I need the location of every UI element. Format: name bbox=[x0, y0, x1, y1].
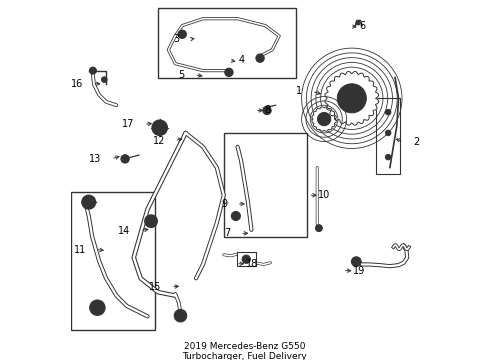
Bar bbox=[71, 192, 154, 330]
Circle shape bbox=[81, 195, 96, 209]
Text: 4: 4 bbox=[238, 55, 244, 65]
Circle shape bbox=[94, 304, 101, 311]
Text: 18: 18 bbox=[245, 259, 258, 269]
Text: 2: 2 bbox=[412, 136, 419, 147]
Circle shape bbox=[345, 92, 357, 104]
Text: 8: 8 bbox=[264, 105, 270, 116]
Text: 1: 1 bbox=[295, 86, 301, 96]
Circle shape bbox=[242, 255, 250, 264]
Text: 10: 10 bbox=[318, 190, 330, 200]
Circle shape bbox=[317, 112, 330, 126]
Circle shape bbox=[321, 116, 326, 122]
Circle shape bbox=[255, 54, 264, 62]
Circle shape bbox=[178, 30, 186, 39]
Circle shape bbox=[355, 21, 359, 25]
Text: 6: 6 bbox=[359, 21, 365, 31]
Circle shape bbox=[337, 84, 366, 113]
Circle shape bbox=[89, 67, 96, 74]
Polygon shape bbox=[324, 71, 378, 125]
Circle shape bbox=[231, 211, 240, 220]
Circle shape bbox=[351, 257, 361, 266]
Text: 19: 19 bbox=[352, 266, 364, 276]
Circle shape bbox=[263, 106, 271, 114]
Text: 3: 3 bbox=[173, 35, 179, 45]
Text: 11: 11 bbox=[74, 244, 86, 255]
Circle shape bbox=[385, 154, 390, 160]
Text: 17: 17 bbox=[122, 119, 134, 129]
Text: 12: 12 bbox=[152, 135, 164, 145]
Bar bbox=[158, 8, 296, 77]
Circle shape bbox=[385, 109, 390, 115]
Circle shape bbox=[152, 120, 167, 135]
Text: 13: 13 bbox=[89, 154, 102, 164]
Circle shape bbox=[315, 225, 322, 231]
Text: 14: 14 bbox=[118, 225, 130, 235]
Circle shape bbox=[174, 310, 186, 322]
Bar bbox=[224, 133, 306, 237]
Bar bbox=[375, 98, 400, 175]
Text: 7: 7 bbox=[224, 228, 230, 238]
Text: 9: 9 bbox=[221, 199, 227, 209]
Text: 2019 Mercedes-Benz G550
Turbocharger, Fuel Delivery: 2019 Mercedes-Benz G550 Turbocharger, Fu… bbox=[182, 342, 306, 360]
Circle shape bbox=[144, 215, 157, 228]
Polygon shape bbox=[311, 107, 336, 131]
Text: 5: 5 bbox=[178, 70, 184, 80]
Text: 15: 15 bbox=[149, 282, 161, 292]
Bar bbox=[236, 252, 255, 266]
Circle shape bbox=[90, 300, 105, 315]
Circle shape bbox=[121, 155, 129, 163]
Text: 16: 16 bbox=[71, 79, 83, 89]
Circle shape bbox=[102, 77, 107, 82]
Circle shape bbox=[224, 68, 233, 77]
Circle shape bbox=[385, 130, 390, 136]
